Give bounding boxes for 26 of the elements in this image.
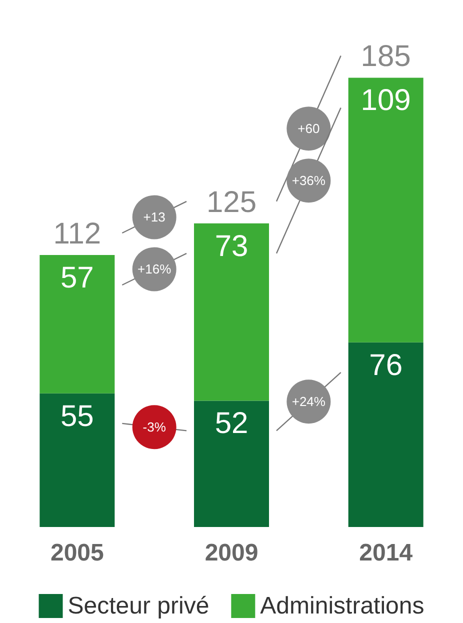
total-label: 112: [53, 218, 102, 250]
x-tick-label: 2005: [50, 540, 104, 566]
bar: [40, 255, 115, 394]
annotation: +36%: [292, 173, 326, 188]
total-label: 125: [206, 186, 257, 219]
annotation: +24%: [292, 394, 326, 410]
legend-label: Secteur privé: [68, 592, 210, 620]
bar: [348, 78, 424, 342]
data-label: 55: [60, 400, 94, 433]
bar: [194, 223, 269, 401]
bar: [40, 393, 115, 527]
data-label: 76: [369, 348, 403, 382]
data-label: 57: [60, 262, 94, 294]
x-tick-label: 2014: [359, 540, 414, 566]
data-label: 73: [214, 230, 248, 263]
legend-label: Administrations: [260, 592, 424, 620]
annotation: +13: [143, 210, 166, 225]
x-tick-label: 2009: [204, 540, 258, 566]
bar: [194, 400, 269, 527]
annotation: -3%: [142, 420, 166, 435]
bar: [348, 342, 424, 527]
total-label: 185: [360, 40, 411, 74]
annotation: +16%: [138, 262, 172, 277]
annotation: +60: [298, 121, 320, 136]
data-label: 109: [360, 84, 411, 118]
data-label: 52: [214, 407, 248, 440]
